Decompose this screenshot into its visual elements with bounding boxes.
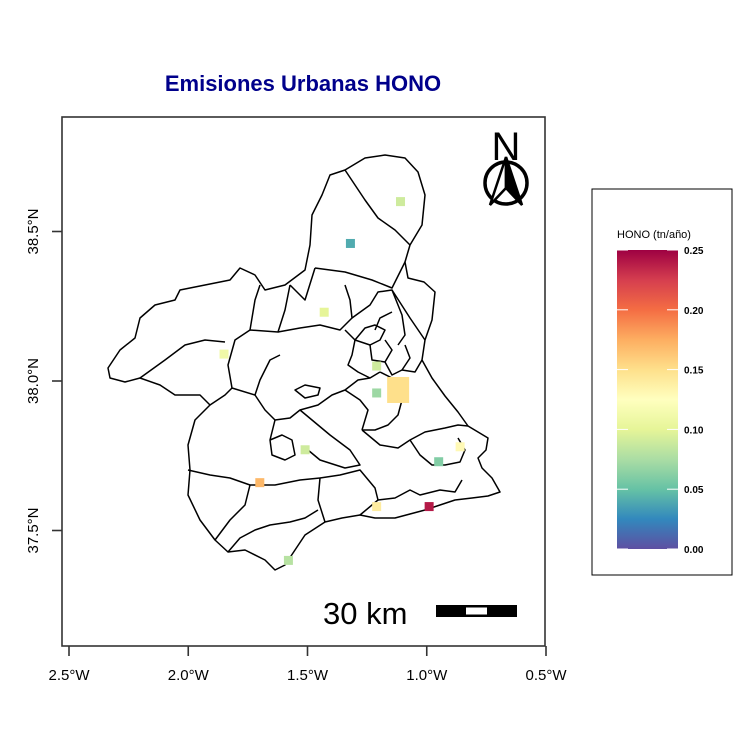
emission-cells <box>219 197 465 565</box>
x-tick-label: 1.0°W <box>406 667 448 684</box>
legend-tick-label: 0.20 <box>684 306 704 317</box>
north-arrow-right <box>504 156 524 206</box>
x-tick-label: 1.5°W <box>287 667 329 684</box>
legend-ticks: 0.25 0.20 0.15 0.10 0.05 0.00 <box>617 246 704 556</box>
legend-colorbar <box>617 250 678 549</box>
y-tick-label: 37.5°N <box>25 507 42 553</box>
emission-cell <box>319 307 329 317</box>
legend-tick-label: 0.25 <box>684 246 704 257</box>
y-tick-label: 38.0°N <box>25 358 42 404</box>
emission-cell <box>345 238 355 248</box>
x-tick-label: 0.5°W <box>525 667 567 684</box>
legend-tick-label: 0.10 <box>684 425 704 436</box>
emission-cell <box>372 502 382 512</box>
legend-tick-label: 0.00 <box>684 545 704 556</box>
emission-cell <box>396 197 406 207</box>
legend: HONO (tn/año) 0.25 0.20 0.15 0.10 0.05 0.00 <box>591 188 733 576</box>
north-arrow: N <box>483 125 529 206</box>
emission-cell <box>300 445 310 455</box>
legend-title: HONO (tn/año) <box>617 229 691 241</box>
emission-cell <box>455 442 465 452</box>
x-tick-label: 2.5°W <box>48 667 90 684</box>
axis-ticks: 2.5°W 2.0°W 1.5°W 1.0°W 0.5°W 37.5°N 38.0°N 38.… <box>25 208 567 684</box>
scale-bar-inner <box>466 607 487 615</box>
legend-tick-label: 0.05 <box>684 485 704 496</box>
scale-bar: 30 km <box>323 596 517 631</box>
emission-cell <box>255 478 265 488</box>
emission-cell <box>424 502 434 512</box>
x-tick-label: 2.0°W <box>168 667 210 684</box>
municipality-boundaries <box>107 154 501 571</box>
emission-cell <box>434 457 444 467</box>
y-tick-label: 38.5°N <box>25 208 42 254</box>
emission-cell <box>372 361 382 371</box>
map-title: Emisiones Urbanas HONO <box>165 71 441 96</box>
region-outline <box>107 154 501 571</box>
emission-cell <box>219 349 229 359</box>
plot-panel <box>61 116 546 647</box>
scale-label: 30 km <box>323 596 407 631</box>
legend-tick-label: 0.15 <box>684 366 704 377</box>
emission-cell <box>283 555 293 565</box>
emission-cell <box>387 376 410 403</box>
emission-cell <box>372 388 382 398</box>
